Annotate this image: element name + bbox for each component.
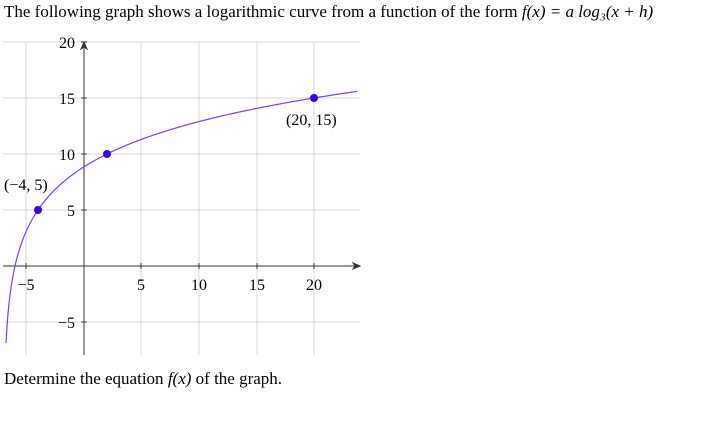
y-tick-20: 20 bbox=[59, 35, 75, 52]
log-curve bbox=[5, 90, 358, 344]
y-tick-5: 5 bbox=[67, 203, 75, 220]
x-tick-5: 5 bbox=[137, 277, 145, 294]
x-tick-neg5: −5 bbox=[17, 277, 34, 294]
y-tick-10: 10 bbox=[59, 147, 75, 164]
prompt-formula: f(x) = a log₃(x + h) bbox=[521, 2, 654, 21]
axes bbox=[3, 40, 362, 355]
x-tick-20: 20 bbox=[306, 277, 322, 294]
point-20-15 bbox=[310, 94, 318, 102]
point-2-10 bbox=[103, 150, 111, 158]
question-before: Determine the equation bbox=[4, 369, 168, 388]
y-tick-neg5: −5 bbox=[58, 315, 75, 332]
grid bbox=[3, 41, 360, 355]
ticks bbox=[25, 41, 315, 323]
x-tick-15: 15 bbox=[249, 277, 265, 294]
y-tick-15: 15 bbox=[59, 91, 75, 108]
point-neg4-5 bbox=[34, 206, 42, 214]
question-fx: f(x) bbox=[167, 369, 192, 388]
problem-prompt: The following graph shows a logarithmic … bbox=[4, 2, 653, 22]
point-label-20-15: (20, 15) bbox=[286, 112, 337, 129]
question-text: Determine the equation f(x) of the graph… bbox=[4, 369, 282, 389]
question-after: of the graph. bbox=[191, 369, 283, 388]
point-label-neg4-5: (−4, 5) bbox=[4, 177, 48, 194]
x-tick-10: 10 bbox=[191, 277, 207, 294]
prompt-text: The following graph shows a logarithmic … bbox=[4, 2, 522, 21]
